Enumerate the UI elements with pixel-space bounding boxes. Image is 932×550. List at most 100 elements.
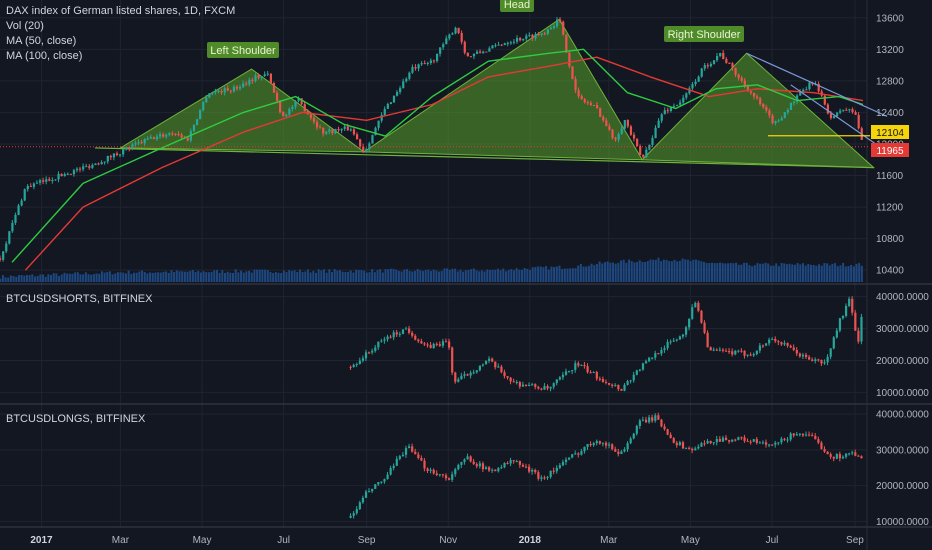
candle-down: [235, 85, 239, 91]
candle-up: [558, 463, 562, 470]
candle-down: [79, 166, 82, 173]
candle-body: [500, 467, 503, 469]
volume-bar: [539, 266, 542, 282]
candle-body: [365, 149, 368, 152]
volume-bar: [555, 266, 558, 282]
candle-body: [706, 440, 709, 444]
candle-up: [294, 99, 297, 110]
candle-up: [199, 109, 202, 120]
volume-bar: [791, 264, 794, 282]
candle-up: [774, 120, 777, 126]
candle-up: [472, 53, 476, 60]
candle-down: [845, 107, 848, 111]
candle-up: [232, 84, 236, 93]
volume-bar: [788, 263, 791, 282]
candle-down: [792, 433, 795, 438]
candle-body: [574, 453, 577, 455]
candle-body: [608, 444, 611, 446]
candle-body: [694, 81, 697, 85]
candle-up: [789, 102, 793, 111]
chart-title[interactable]: DAX index of German listed shares, 1D, F…: [6, 5, 236, 17]
volume-bar: [448, 269, 451, 282]
candle-body: [463, 374, 466, 376]
candle-down: [817, 436, 820, 445]
volume-bar: [737, 264, 740, 282]
legend-volume[interactable]: Vol (20): [6, 20, 44, 32]
volume-bar: [341, 271, 344, 282]
candle-down: [411, 330, 414, 338]
candle-body: [555, 467, 558, 472]
candle-down: [595, 370, 598, 381]
candle-body: [389, 336, 392, 338]
candle-up: [159, 131, 162, 139]
legend-ma100[interactable]: MA (100, close): [6, 50, 83, 62]
volume-bar: [812, 264, 815, 282]
candle-body: [220, 91, 223, 93]
candle-down: [737, 73, 740, 81]
candle-up: [648, 415, 651, 424]
y-tick-label: 12800: [876, 76, 904, 87]
candle-body: [159, 134, 162, 137]
volume-bar: [713, 263, 716, 282]
candle-body: [580, 96, 583, 100]
volume-bar: [633, 262, 636, 282]
volume-bar: [141, 270, 144, 282]
candle-body: [451, 347, 454, 373]
candle-down: [604, 441, 608, 449]
candle-down: [500, 44, 503, 47]
candle-body: [128, 147, 131, 149]
left-shoulder-label[interactable]: Left Shoulder: [207, 42, 279, 58]
candle-down: [734, 67, 737, 78]
right-shoulder-label[interactable]: Right Shoulder: [664, 26, 744, 42]
candle-body: [669, 434, 672, 439]
candle-body: [288, 108, 291, 115]
candle-down: [697, 300, 700, 313]
candle-up: [377, 341, 380, 351]
candle-up: [540, 475, 543, 482]
candle-up: [242, 80, 245, 89]
candle-body: [734, 350, 737, 355]
volume-bar: [183, 271, 186, 282]
candle-down: [605, 117, 608, 127]
candle-down: [823, 446, 826, 453]
candle-down: [811, 357, 814, 362]
candle-down: [411, 443, 414, 453]
candle-up: [472, 369, 475, 375]
candle-up: [352, 511, 355, 519]
candle-up: [546, 28, 549, 36]
candle-body: [832, 116, 836, 119]
legend-ma50[interactable]: MA (50, close): [6, 35, 77, 47]
candle-body: [423, 343, 426, 345]
candle-up: [398, 454, 401, 461]
candle-down: [854, 110, 857, 115]
volume-bar: [122, 272, 125, 282]
candle-body: [577, 90, 580, 97]
candle-body: [580, 451, 583, 455]
candle-body: [395, 332, 398, 335]
candle-up: [842, 109, 845, 112]
volume-bar: [526, 268, 529, 282]
candle-body: [478, 463, 481, 467]
head-label[interactable]: Head: [500, 0, 534, 12]
candle-body: [598, 441, 602, 444]
candle-down: [220, 89, 223, 95]
volume-bar: [103, 272, 106, 282]
volume-bar: [686, 259, 689, 282]
candle-body: [672, 438, 675, 443]
candle-body: [844, 453, 848, 457]
candle-body: [525, 35, 528, 39]
candle-down: [494, 361, 497, 370]
candle-body: [617, 385, 620, 390]
candle-up: [32, 182, 36, 190]
volume-bar: [44, 276, 47, 282]
volume-bar: [636, 261, 639, 282]
volume-bar: [430, 271, 433, 282]
candle-down: [322, 127, 325, 137]
volume-bar: [368, 272, 371, 282]
candle-body: [303, 104, 306, 112]
candle-body: [632, 433, 635, 439]
candle-down: [829, 452, 832, 460]
volume-bar: [582, 266, 585, 282]
x-tick-label: Sep: [846, 535, 864, 546]
candle-down: [589, 370, 592, 374]
